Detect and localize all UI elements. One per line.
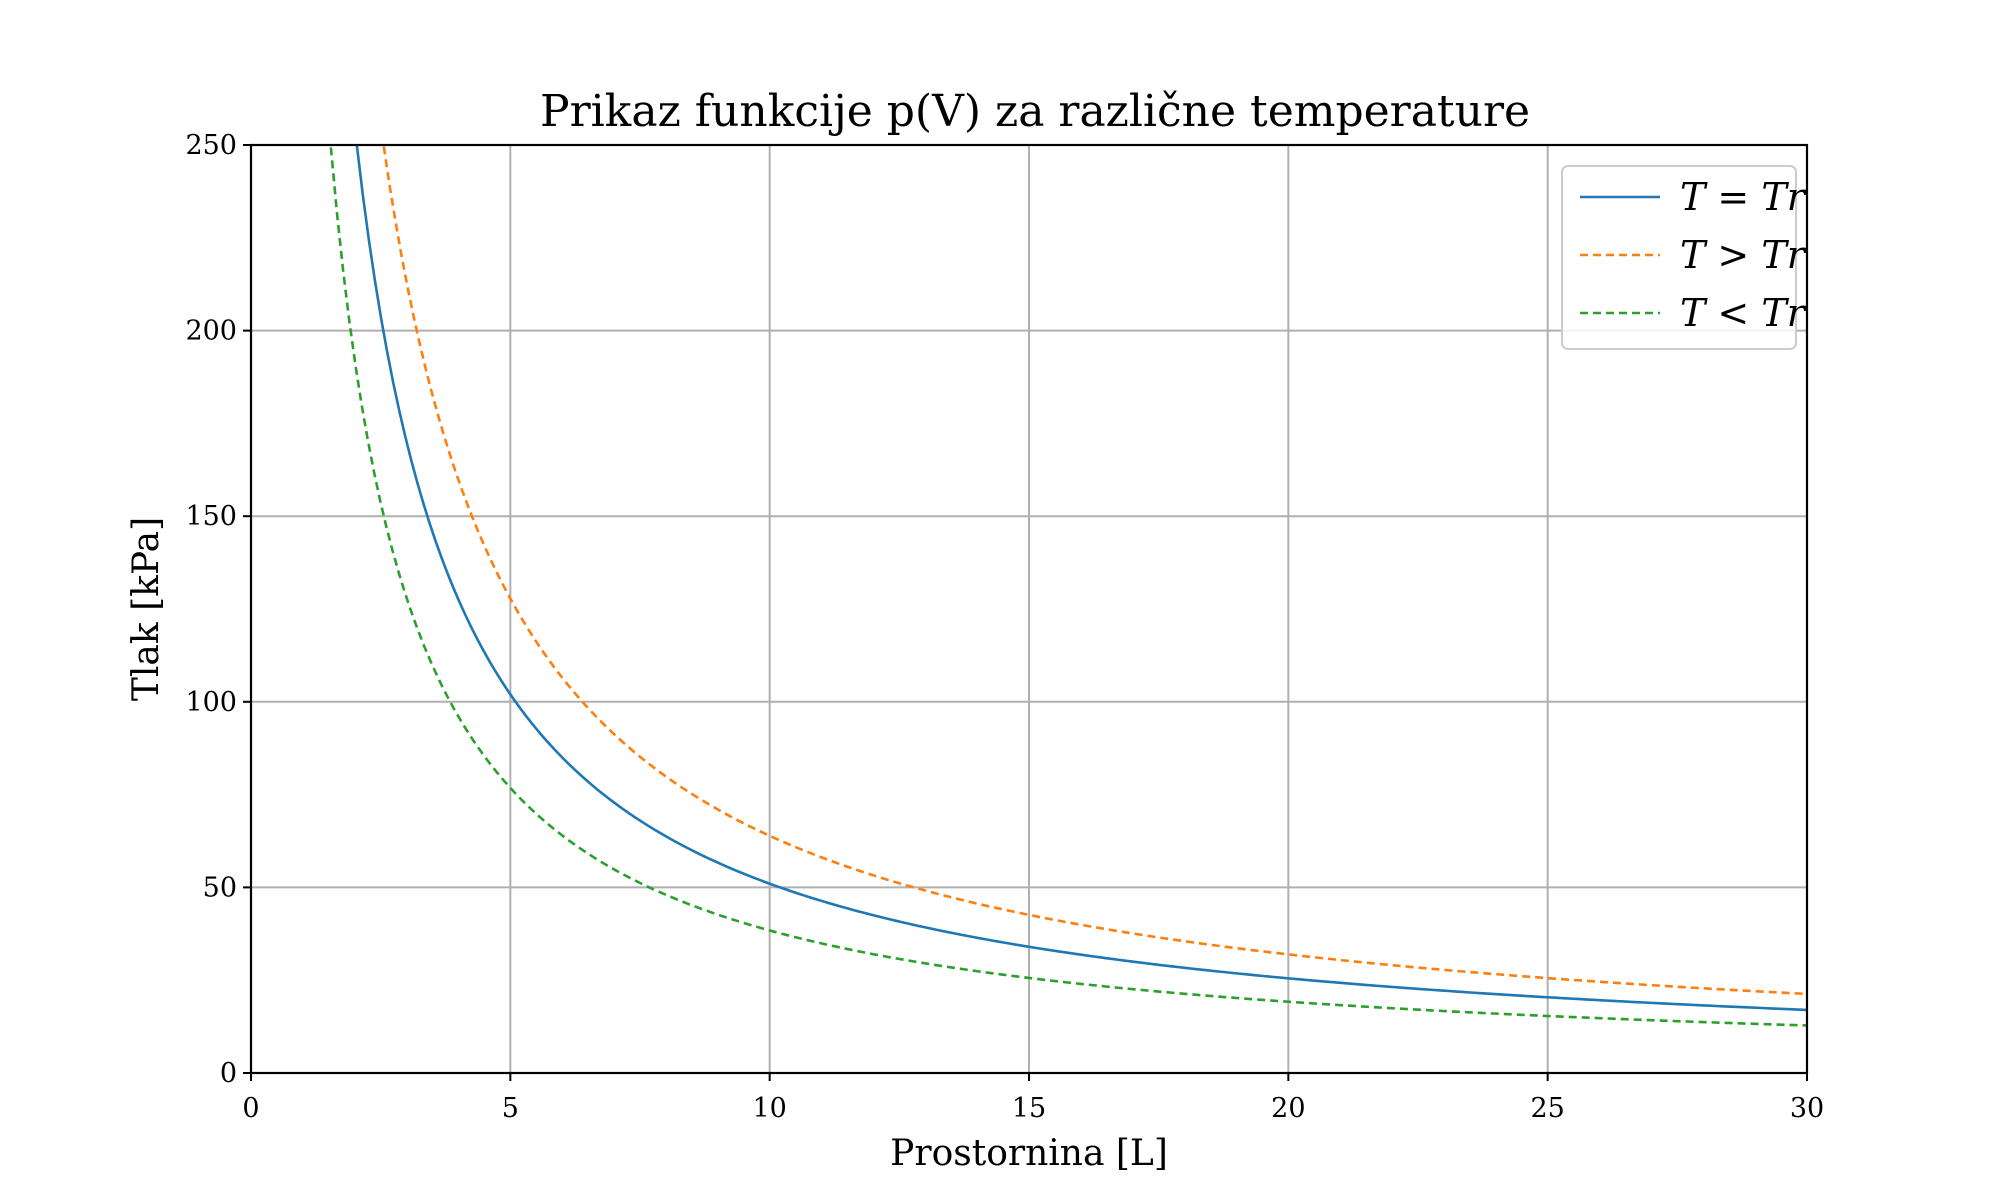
x-tick-label: 30 xyxy=(1790,1093,1824,1124)
y-tick-label: 0 xyxy=(220,1058,237,1089)
chart-title: Prikaz funkcije p(V) za različne tempera… xyxy=(540,86,1530,137)
x-axis-ticks: 0 5 10 15 20 25 30 xyxy=(242,1073,1824,1124)
x-tick-label: 10 xyxy=(752,1093,786,1124)
legend-label-1: T = Tr xyxy=(1680,175,1808,219)
y-tick-label: 100 xyxy=(185,687,237,718)
x-axis-label: Prostornina [L] xyxy=(890,1133,1168,1174)
x-tick-label: 0 xyxy=(242,1093,259,1124)
y-tick-label: 150 xyxy=(185,501,237,532)
series-line-1 xyxy=(355,144,1808,1012)
x-tick-label: 25 xyxy=(1530,1093,1564,1124)
legend-label-2: T > Tr xyxy=(1680,233,1808,277)
y-axis-label: Tlak [kPa] xyxy=(126,517,167,701)
y-tick-label: 250 xyxy=(185,130,237,161)
legend: T = Tr T > Tr T < Tr xyxy=(1561,165,1808,350)
series-group xyxy=(329,144,1808,1027)
legend-label-3: T < Tr xyxy=(1680,291,1808,335)
y-tick-label: 200 xyxy=(185,316,237,347)
y-tick-label: 50 xyxy=(203,872,237,903)
series-line-3 xyxy=(329,147,1808,1027)
x-tick-label: 20 xyxy=(1271,1093,1305,1124)
x-tick-label: 5 xyxy=(502,1093,519,1124)
y-axis-ticks: 0 50 100 150 200 250 xyxy=(185,130,251,1089)
series-line-2 xyxy=(382,146,1808,996)
legend-box xyxy=(1561,165,1797,350)
x-tick-label: 15 xyxy=(1012,1093,1046,1124)
